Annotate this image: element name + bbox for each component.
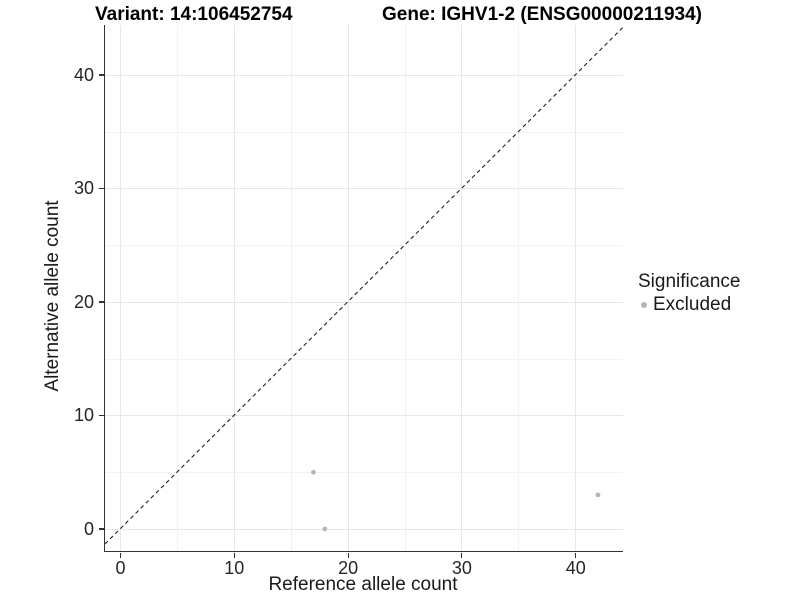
gridline-y-major — [105, 301, 623, 303]
x-axis-tick — [575, 552, 577, 558]
x-tick-label: 40 — [565, 558, 586, 578]
x-axis-tick — [119, 552, 122, 558]
gridline-x-minor — [176, 25, 178, 551]
gridline-x-minor — [518, 25, 520, 551]
x-tick-label: 20 — [338, 558, 359, 578]
gridline-y-major — [105, 415, 623, 417]
x-tick-label: 10 — [224, 558, 245, 578]
y-tick-label: 20 — [73, 291, 94, 312]
excluded-point-icon — [641, 302, 647, 308]
y-tick-label: 10 — [73, 405, 94, 426]
plot-panel — [104, 25, 623, 552]
x-tick-label: 30 — [451, 558, 472, 578]
data-point — [595, 492, 601, 498]
legend: Significance Excluded — [638, 271, 740, 316]
data-point — [311, 469, 316, 475]
gridline-y-minor — [105, 358, 623, 360]
y-tick-label: 30 — [73, 178, 94, 199]
x-axis-title: Reference allele count — [268, 574, 458, 595]
y-axis-tick — [99, 301, 104, 303]
x-axis-tick — [461, 552, 463, 558]
y-tick-label: 0 — [83, 518, 94, 539]
gridline-y-minor — [105, 245, 623, 247]
x-axis-tick — [347, 552, 349, 558]
identity-line — [105, 26, 623, 545]
y-tick-label: 40 — [73, 64, 94, 85]
gridline-x-minor — [290, 25, 292, 551]
gridline-x-major — [575, 25, 577, 551]
legend-item-label: Excluded — [653, 294, 732, 315]
legend-title: Significance — [638, 271, 741, 292]
gridline-x-major — [120, 25, 122, 551]
gridline-y-major — [105, 528, 623, 530]
y-axis-tick — [99, 414, 104, 417]
panel-canvas — [105, 26, 623, 545]
gridline-y-major — [105, 188, 623, 190]
gridline-x-major — [347, 25, 349, 551]
y-axis-tick — [99, 187, 104, 190]
x-tick-label: 0 — [115, 558, 126, 578]
gridline-x-minor — [404, 25, 406, 551]
y-axis-tick — [99, 74, 104, 76]
gridline-y-minor — [105, 472, 623, 474]
plot-title-variant: Variant: 14:106452754 — [95, 4, 293, 25]
gridline-y-major — [105, 74, 623, 76]
x-axis-tick — [233, 552, 235, 558]
y-axis-tick — [99, 528, 104, 530]
legend-item-excluded: Excluded — [638, 294, 740, 316]
plot-title-gene: Gene: IGHV1-2 (ENSG00000211934) — [382, 4, 703, 25]
gridline-x-major — [233, 25, 235, 551]
gridline-y-minor — [105, 131, 623, 133]
data-point — [322, 526, 328, 532]
gridline-x-major — [461, 25, 463, 551]
